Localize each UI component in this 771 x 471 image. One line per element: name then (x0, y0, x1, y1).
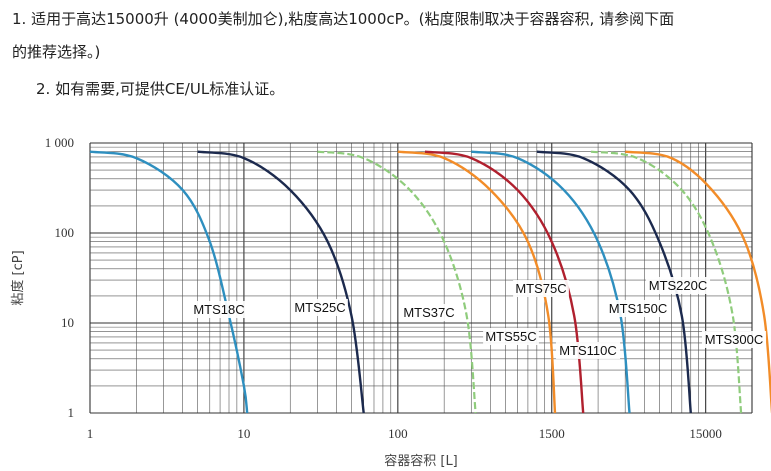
series-line-mts55c (397, 150, 557, 414)
x-tick-label: 10 (237, 426, 250, 441)
x-tick-label: 15000 (689, 426, 722, 441)
series-label-mts75c: MTS75C (515, 281, 566, 296)
series-label-bg (701, 331, 767, 348)
y-tick-label: 1 000 (45, 135, 74, 150)
series-line-mts110c (471, 150, 631, 414)
series-label-mts37c: MTS37C (403, 305, 454, 320)
series-label-mts25c: MTS25C (294, 300, 345, 315)
series-label-bg (401, 304, 457, 321)
series-label-mts55c: MTS55C (485, 329, 536, 344)
note-line-1: 1. 适用于高达15000升 (4000美制加仑),粘度高达1000cP。(粘度… (12, 10, 675, 28)
grid (89, 142, 753, 414)
series-label-mts220c: MTS220C (649, 278, 708, 293)
x-tick-label: 1 (87, 426, 94, 441)
note-line-2: 2. 如有需要,可提供CE/UL标准认证。 (36, 80, 285, 98)
series-label-bg (605, 300, 671, 317)
series-label-bg (483, 328, 539, 345)
series-label-bg (645, 277, 711, 294)
y-axis-title: 粘度 [cP] (10, 250, 26, 305)
series-label-bg (292, 299, 348, 316)
note-line-1-continued: 的推荐选择。) (12, 43, 101, 61)
series-labels: MTS18C MTS25C MTS37C MTS55C MTS75C MTS110C MTS… (191, 277, 767, 359)
y-tick-label: 1 (68, 405, 75, 420)
series-label-mts150c: MTS150C (609, 301, 668, 316)
y-tick-label: 100 (55, 225, 75, 240)
x-axis-title: 容器容积 [L] (384, 453, 458, 469)
series-line-mts300c (625, 150, 771, 414)
series-label-mts18c: MTS18C (193, 302, 244, 317)
x-tick-label: 1500 (539, 426, 565, 441)
series-label-mts110c: MTS110C (559, 343, 617, 358)
series-label-bg (191, 301, 247, 318)
series-line-mts75c (424, 150, 585, 414)
axes: 1 10 100 1500 15000 1 10 100 1 000 (45, 135, 722, 441)
y-tick-label: 10 (61, 315, 74, 330)
series-label-mts300c: MTS300C (705, 332, 764, 347)
series-line-mts18c (89, 150, 249, 414)
series-line-mts25c (197, 150, 365, 414)
x-tick-label: 100 (388, 426, 408, 441)
series-label-bg (513, 280, 569, 297)
series-label-bg (555, 342, 621, 359)
series-line-mts37c (317, 150, 477, 414)
series-line-mts150c (536, 150, 692, 414)
